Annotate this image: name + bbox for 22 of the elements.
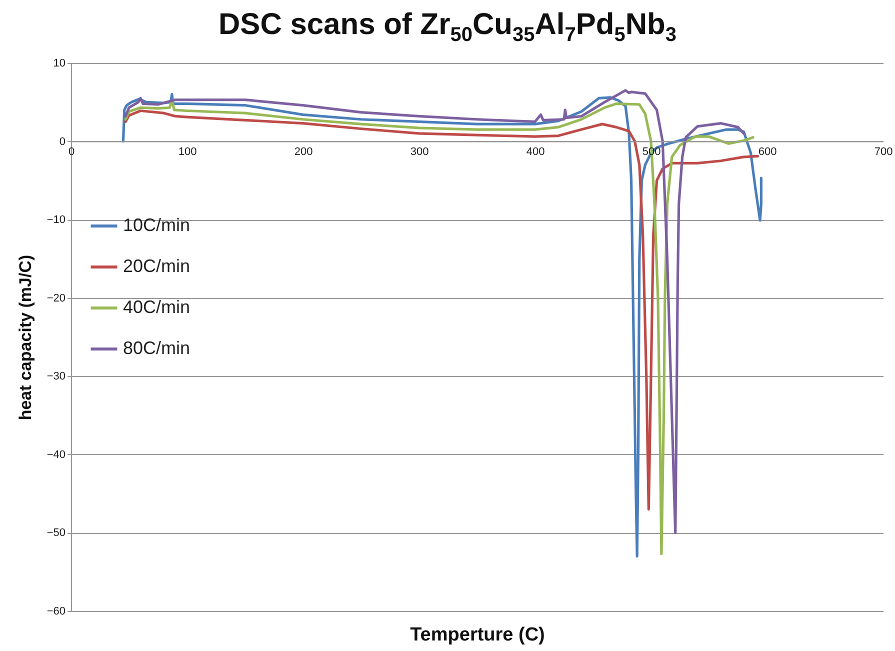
y-tick-label: 10	[53, 58, 66, 70]
y-tick-label: −30	[46, 370, 66, 383]
x-tick-label: 700	[874, 146, 893, 158]
y-tick-label: −40	[46, 448, 66, 461]
legend-label: 80C/min	[123, 338, 190, 358]
legend-label: 20C/min	[123, 256, 190, 276]
x-axis-title: Temperture (C)	[410, 624, 545, 646]
x-tick-label: 200	[294, 146, 313, 158]
y-tick-label: −20	[46, 292, 66, 304]
x-tick-label: 0	[68, 146, 75, 158]
y-axis-title: heat capacity (mJ/C)	[16, 254, 35, 420]
y-tick-label: 0	[59, 136, 66, 148]
y-tick-label: −50	[46, 527, 66, 540]
x-tick-label: 600	[758, 146, 777, 158]
chart-title: DSC scans of Zr$_{50}$Cu$_{35}$Al$_{7}$Pd$_{5}$Nb$_{3}$	[218, 8, 676, 46]
y-tick-label: −60	[46, 606, 66, 618]
x-tick-label: 300	[410, 146, 429, 158]
legend-label: 10C/min	[123, 214, 190, 235]
x-tick-label: 400	[526, 146, 545, 158]
x-tick-label: 100	[178, 146, 197, 158]
legend-label: 40C/min	[123, 296, 190, 317]
y-tick-label: −10	[46, 214, 66, 226]
